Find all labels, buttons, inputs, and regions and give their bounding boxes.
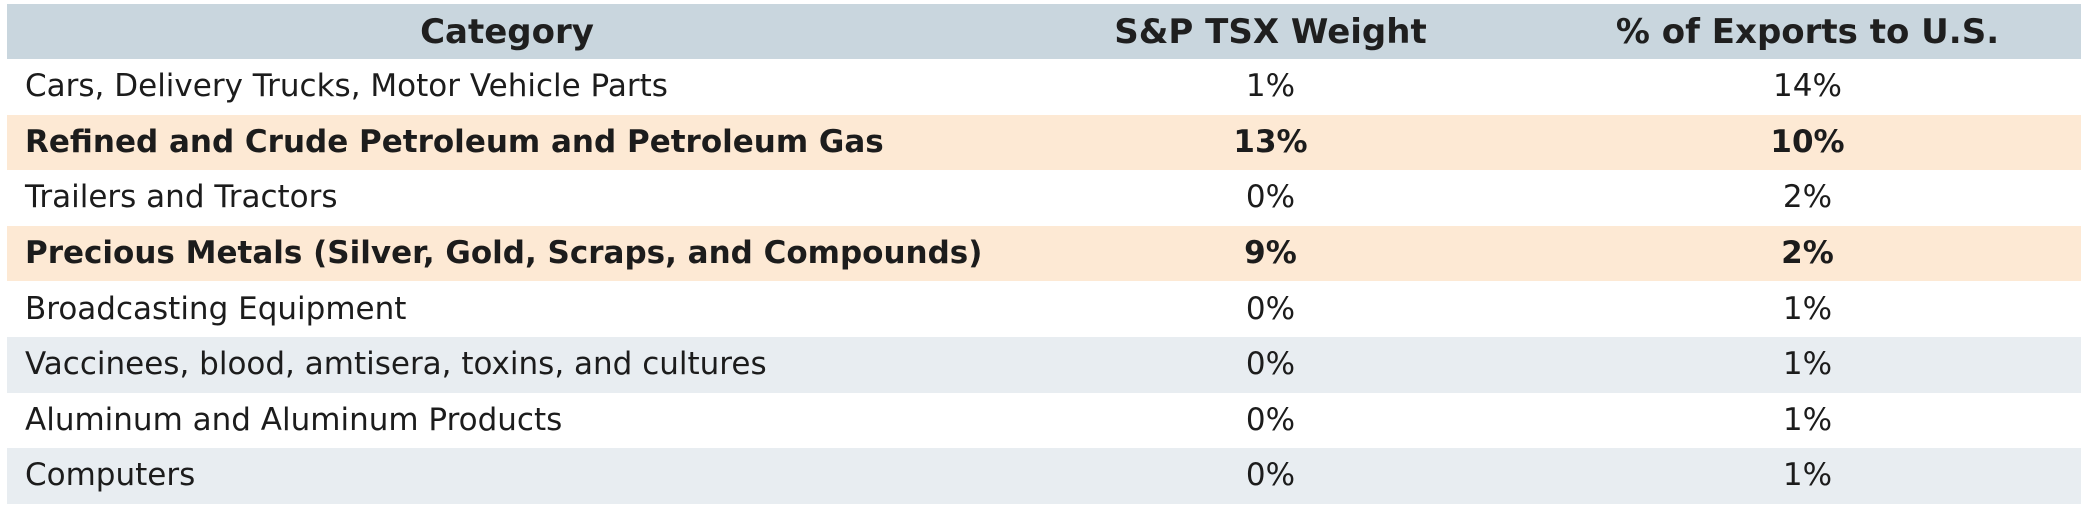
tsx-weight-cell: 0% — [1007, 336, 1534, 393]
exports-us-cell: 1% — [1534, 392, 2081, 449]
header-row: Category S&P TSX Weight % of Exports to … — [7, 4, 2081, 59]
table-row: Refined and Crude Petroleum and Petroleu… — [7, 114, 2081, 171]
table-header: Category S&P TSX Weight % of Exports to … — [7, 4, 2081, 59]
category-cell: Vaccinees, blood, amtisera, toxins, and … — [7, 336, 1007, 393]
category-cell: Broadcasting Equipment — [7, 281, 1007, 337]
tsx-weight-cell: 0% — [1007, 392, 1534, 449]
tsx-weight-cell: 13% — [1007, 114, 1534, 171]
exports-us-cell: 1% — [1534, 448, 2081, 504]
tsx-weight-cell: 0% — [1007, 448, 1534, 504]
exports-us-cell: 2% — [1534, 170, 2081, 226]
category-cell: Cars, Delivery Trucks, Motor Vehicle Par… — [7, 59, 1007, 115]
table-row: Vaccinees, blood, amtisera, toxins, and … — [7, 336, 2081, 393]
exports-us-cell: 14% — [1534, 59, 2081, 115]
header-tsx-weight: S&P TSX Weight — [1007, 4, 1534, 59]
exports-us-cell: 1% — [1534, 281, 2081, 337]
category-cell: Computers — [7, 448, 1007, 504]
category-cell: Precious Metals (Silver, Gold, Scraps, a… — [7, 225, 1007, 282]
header-exports-us: % of Exports to U.S. — [1534, 4, 2081, 59]
table-row: Cars, Delivery Trucks, Motor Vehicle Par… — [7, 59, 2081, 115]
tsx-weight-cell: 0% — [1007, 281, 1534, 337]
header-category: Category — [7, 4, 1007, 59]
table-row: Broadcasting Equipment 0% 1% — [7, 281, 2081, 337]
table-row: Trailers and Tractors 0% 2% — [7, 170, 2081, 226]
tsx-weight-cell: 1% — [1007, 59, 1534, 115]
exports-us-cell: 1% — [1534, 336, 2081, 393]
table-row: Precious Metals (Silver, Gold, Scraps, a… — [7, 225, 2081, 282]
category-cell: Aluminum and Aluminum Products — [7, 392, 1007, 449]
tsx-weight-cell: 9% — [1007, 225, 1534, 282]
table-row: Aluminum and Aluminum Products 0% 1% — [7, 392, 2081, 449]
category-cell: Trailers and Tractors — [7, 170, 1007, 226]
exports-table: Category S&P TSX Weight % of Exports to … — [7, 4, 2081, 504]
table-row: Computers 0% 1% — [7, 448, 2081, 504]
exports-us-cell: 2% — [1534, 225, 2081, 282]
category-cell: Refined and Crude Petroleum and Petroleu… — [7, 114, 1007, 171]
tsx-weight-cell: 0% — [1007, 170, 1534, 226]
table-body: Cars, Delivery Trucks, Motor Vehicle Par… — [7, 59, 2081, 504]
exports-us-cell: 10% — [1534, 114, 2081, 171]
exports-table-container: Category S&P TSX Weight % of Exports to … — [7, 4, 2081, 504]
